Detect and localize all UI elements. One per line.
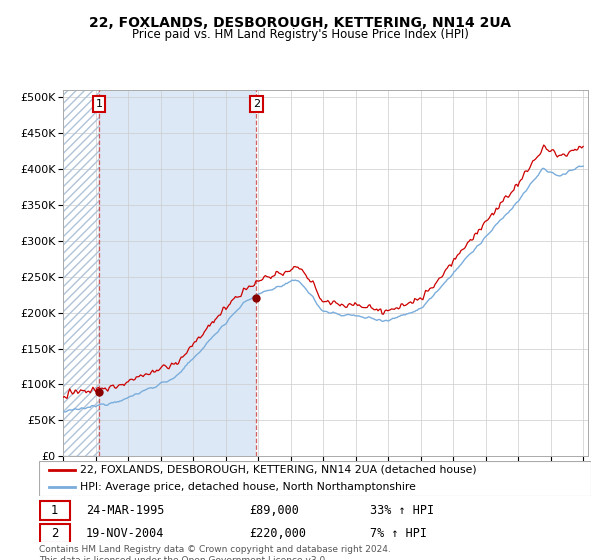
Bar <box>63 90 99 456</box>
Bar <box>63 90 99 456</box>
Text: 22, FOXLANDS, DESBOROUGH, KETTERING, NN14 2UA (detached house): 22, FOXLANDS, DESBOROUGH, KETTERING, NN1… <box>80 465 477 475</box>
Text: 24-MAR-1995: 24-MAR-1995 <box>86 504 164 517</box>
FancyBboxPatch shape <box>40 524 70 543</box>
Text: 22, FOXLANDS, DESBOROUGH, KETTERING, NN14 2UA: 22, FOXLANDS, DESBOROUGH, KETTERING, NN1… <box>89 16 511 30</box>
FancyBboxPatch shape <box>39 461 591 496</box>
Text: 2: 2 <box>253 99 260 109</box>
Text: HPI: Average price, detached house, North Northamptonshire: HPI: Average price, detached house, Nort… <box>80 482 416 492</box>
Text: 1: 1 <box>51 504 58 517</box>
Text: 7% ↑ HPI: 7% ↑ HPI <box>370 527 427 540</box>
Text: 33% ↑ HPI: 33% ↑ HPI <box>370 504 434 517</box>
Text: £220,000: £220,000 <box>249 527 306 540</box>
FancyBboxPatch shape <box>40 501 70 520</box>
Bar <box>99 90 256 456</box>
Text: 2: 2 <box>51 527 58 540</box>
Text: 19-NOV-2004: 19-NOV-2004 <box>86 527 164 540</box>
Bar <box>256 90 591 456</box>
Text: 1: 1 <box>95 99 103 109</box>
Text: Contains HM Land Registry data © Crown copyright and database right 2024.
This d: Contains HM Land Registry data © Crown c… <box>39 545 391 560</box>
Text: Price paid vs. HM Land Registry's House Price Index (HPI): Price paid vs. HM Land Registry's House … <box>131 28 469 41</box>
Text: £89,000: £89,000 <box>249 504 299 517</box>
